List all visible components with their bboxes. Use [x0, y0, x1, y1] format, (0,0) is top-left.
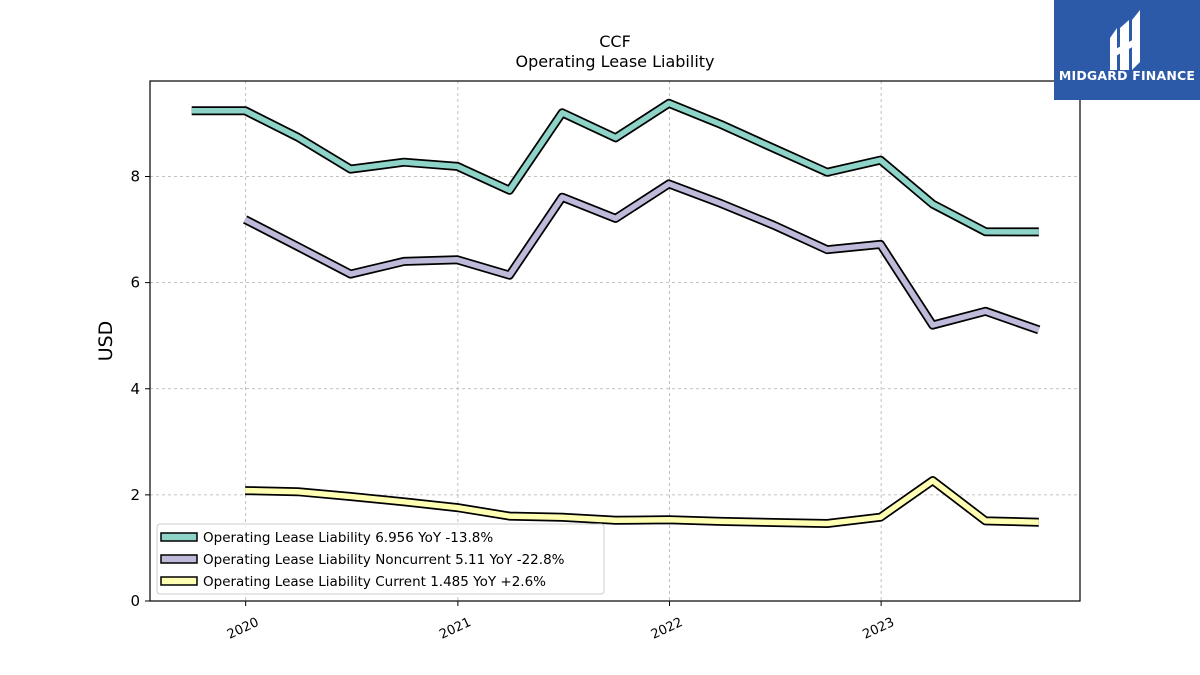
- grid: [150, 81, 1080, 601]
- series-outline: [191, 98, 1039, 237]
- logo-mark-icon: [1110, 10, 1140, 70]
- logo-text: MIDGARD FINANCE: [1058, 68, 1196, 83]
- y-tick-label: 6: [130, 274, 140, 292]
- chart-title: CCF: [599, 32, 631, 51]
- legend-entry: Operating Lease Liability 6.956 YoY -13.…: [203, 530, 493, 546]
- legend-box: [156, 523, 605, 595]
- legend: Operating Lease Liability 6.956 YoY -13.…: [156, 523, 605, 595]
- series-line-2: [243, 179, 1041, 335]
- x-tick-label: 2023: [860, 615, 896, 643]
- chart-subtitle: Operating Lease Liability: [515, 52, 714, 71]
- y-tick-label: 4: [130, 380, 140, 398]
- y-tick-label: 8: [130, 168, 140, 186]
- x-tick-label: 2020: [225, 615, 261, 643]
- series-layer: [191, 98, 1041, 528]
- legend-entry: Operating Lease Liability Current 1.485 …: [203, 574, 546, 590]
- y-axis-label: USD: [95, 321, 117, 362]
- legend-swatch: [160, 532, 198, 542]
- x-tick-label: 2022: [649, 615, 685, 643]
- series-line-1: [191, 98, 1039, 237]
- brand-logo: MIDGARD FINANCE: [1054, 0, 1200, 100]
- legend-entry: Operating Lease Liability Noncurrent 5.1…: [203, 552, 565, 568]
- legend-swatch: [160, 576, 198, 586]
- y-tick-label: 2: [130, 486, 140, 504]
- legend-swatch: [160, 554, 198, 564]
- y-tick-label: 0: [130, 592, 140, 610]
- plot-frame: [149, 80, 1081, 602]
- series-line-3: [245, 476, 1039, 528]
- series-stroke: [191, 100, 1039, 235]
- x-tick-label: 2021: [437, 615, 473, 643]
- series-stroke: [245, 477, 1039, 527]
- series-stroke: [243, 181, 1040, 333]
